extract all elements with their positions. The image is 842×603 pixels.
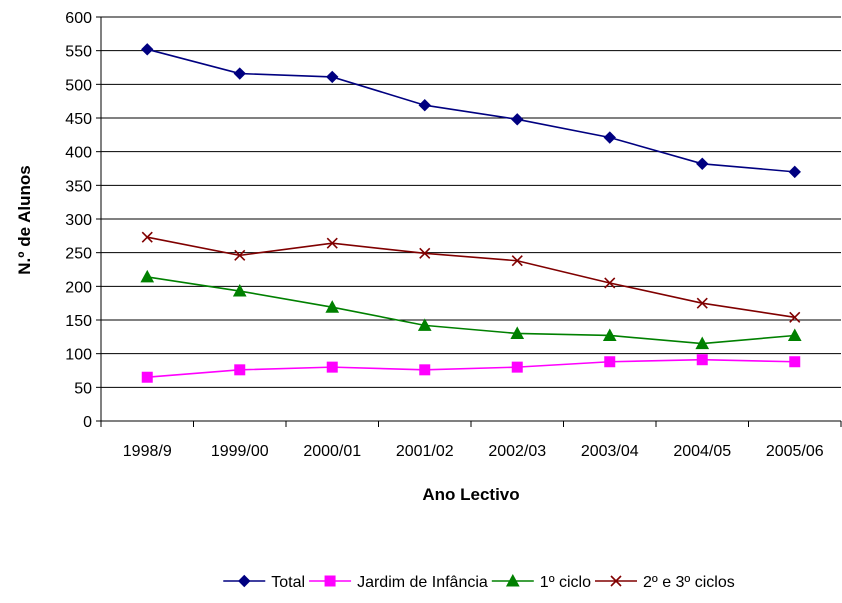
y-tick-label: 50 [74,380,92,397]
legend-label: 2º e 3º ciclos [643,574,735,591]
series-layer [140,43,802,383]
y-axis-title: N.º de Alunos [15,165,34,274]
legend-label: 1º ciclo [540,574,591,591]
data-point [234,364,246,376]
legend-marker [324,575,336,587]
series-line [147,236,795,319]
data-point [141,43,154,56]
legend-item: Total [223,574,305,591]
y-tick-label: 550 [65,44,92,61]
y-tick-label: 300 [65,212,92,229]
data-point [418,98,431,112]
y-tick-label: 450 [65,111,92,128]
data-point [788,165,801,179]
data-point [326,70,339,84]
y-tick-label: 0 [83,414,92,431]
series-2 [141,354,801,383]
y-tick-label: 200 [65,279,92,296]
data-point [695,336,710,350]
data-point [511,113,524,126]
y-tick-label: 100 [65,347,92,364]
x-tick-label: 2002/03 [488,443,546,460]
series-3 [140,269,802,350]
data-point [417,318,432,331]
data-point [325,300,340,313]
legend-item: 1º ciclo [491,573,591,591]
legend-marker [610,575,622,587]
data-point [511,361,523,373]
data-point [510,326,525,339]
data-point [419,247,431,259]
data-point [789,311,801,323]
data-point [511,255,523,267]
x-tick-label: 2001/02 [396,443,454,460]
data-point [140,269,155,283]
data-point [234,249,246,261]
y-tick-label: 500 [65,77,92,94]
gridlines [101,16,841,388]
data-point [233,67,246,80]
series-line [147,276,795,345]
data-point [602,328,617,341]
x-tick-label: 1999/00 [211,443,269,460]
data-point [604,277,616,289]
legend-label: Jardim de Infância [357,574,488,591]
legend-label: Total [271,574,305,591]
data-point [696,157,709,170]
data-point [787,328,802,341]
x-tick-label: 1998/9 [123,443,172,460]
series-line [147,48,795,173]
data-point [326,361,338,373]
y-tick-label: 150 [65,313,92,330]
data-point [326,237,338,249]
y-tick-label: 400 [65,145,92,162]
data-point [696,297,708,309]
data-point [604,356,616,368]
data-point [789,356,801,368]
legend-marker [238,574,251,588]
data-point [232,284,247,297]
data-point [603,131,616,144]
x-axis-ticks: 1998/9 1999/00 2000/01 2001/02 2002/03 2003/0… [100,421,842,460]
data-point [419,364,431,376]
x-tick-label: 2004/05 [673,443,731,460]
legend-item: Jardim de Infância [309,574,488,591]
x-tick-label: 2005/06 [766,443,824,460]
y-tick-label: 350 [65,178,92,195]
x-axis-title: Ano Lectivo [422,485,519,504]
data-point [696,354,708,366]
y-tick-label: 600 [65,10,92,27]
x-tick-label: 2000/01 [303,443,361,460]
y-axis-ticks: 0 50 100 150 200 250 300 350 400 450 500 550 600 [65,10,101,431]
y-tick-label: 250 [65,246,92,263]
x-tick-label: 2003/04 [581,443,639,460]
legend: Total Jardim de Infância 1º ciclo 2º e 3º c… [223,573,735,591]
data-point [141,231,153,243]
series-4 [141,231,801,323]
legend-marker [505,573,520,587]
series-1 [141,43,801,179]
legend-item: 2º e 3º ciclos [595,574,735,591]
series-line [147,358,795,379]
data-point [141,371,153,383]
